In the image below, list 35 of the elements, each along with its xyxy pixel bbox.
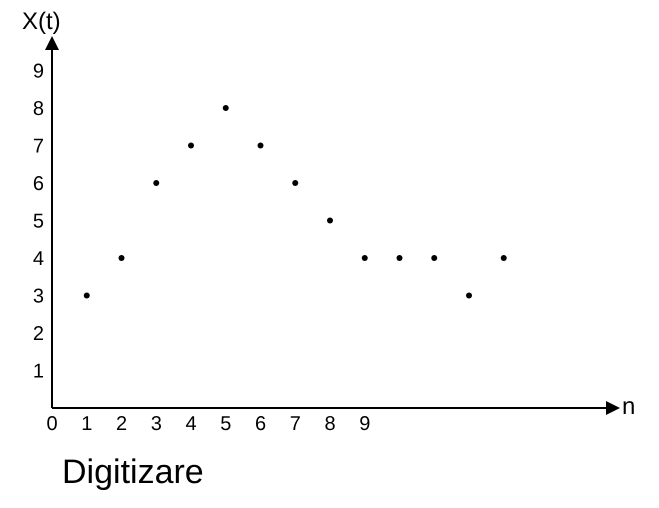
y-tick-label: 6 [32, 173, 44, 196]
x-tick-label: 2 [116, 413, 128, 436]
point [118, 255, 124, 261]
point [258, 142, 264, 148]
x-tick-label: 5 [220, 413, 232, 436]
text: Digitizare [62, 453, 204, 492]
y-tick-label: 7 [32, 136, 44, 158]
y-axis-title: X(t) [22, 8, 61, 36]
x-tick-label: 9 [359, 413, 370, 436]
y-tick-label: 9 [32, 60, 44, 83]
point [292, 180, 298, 186]
x-tick-label: 3 [150, 413, 162, 436]
point [84, 292, 90, 298]
x-tick-label: 4 [185, 413, 197, 436]
x-tick-label: 0 [46, 413, 58, 436]
point [466, 292, 472, 298]
y-tick-label: 2 [32, 323, 44, 346]
point [500, 255, 507, 261]
x-axis-title: n [622, 393, 636, 421]
point [222, 105, 229, 111]
y-tick-label: 1 [32, 360, 44, 383]
y-tick-label: 8 [32, 98, 44, 120]
point [396, 255, 402, 261]
point [431, 255, 438, 261]
point [327, 218, 333, 224]
point [362, 255, 368, 261]
x-tick-label: 1 [81, 413, 92, 436]
y-tick-label: 3 [32, 286, 44, 308]
y-tick-label: 4 [32, 248, 44, 270]
point [153, 180, 160, 186]
x-tick-label: 6 [254, 413, 266, 436]
y-tick-label: 5 [32, 210, 44, 233]
point [188, 142, 194, 148]
x-tick-label: 7 [290, 413, 301, 436]
x-tick-label: 8 [324, 413, 336, 436]
